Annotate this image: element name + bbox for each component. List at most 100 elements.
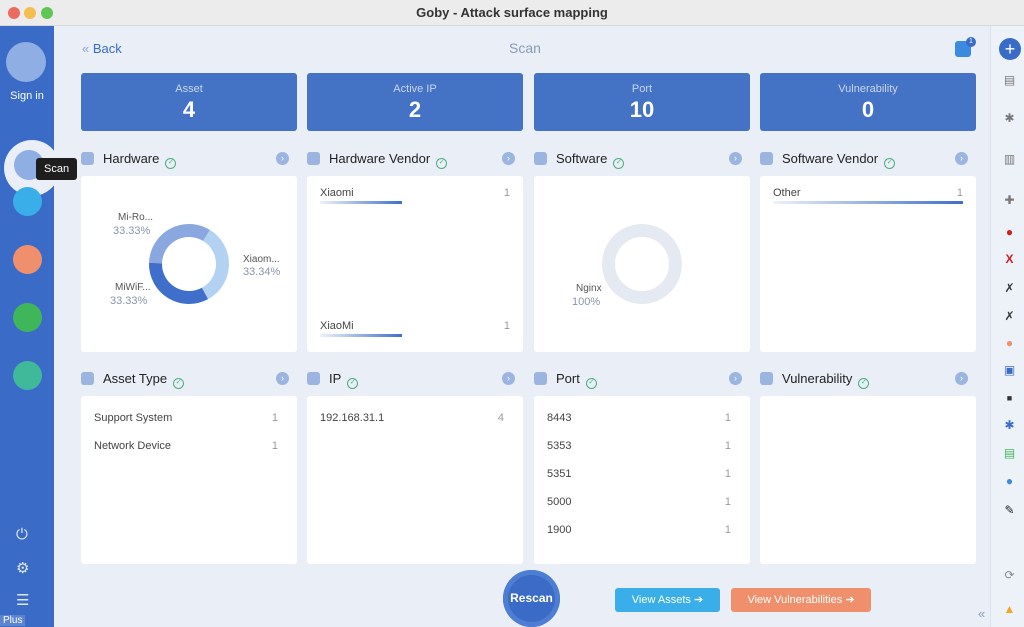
- slice-label: Nginx: [576, 283, 602, 294]
- stat-card-vulnerability[interactable]: Vulnerability 0: [760, 73, 976, 131]
- list-item[interactable]: 8443 1: [547, 412, 731, 424]
- view-assets-button[interactable]: View Assets ➔: [615, 588, 720, 612]
- toolbox-icon[interactable]: ▤: [1003, 73, 1016, 87]
- chevron-right-icon[interactable]: ›: [276, 372, 289, 385]
- list-item[interactable]: 5000 1: [547, 496, 731, 508]
- chevron-right-icon[interactable]: ›: [955, 152, 968, 165]
- chevron-right-icon[interactable]: ›: [729, 372, 742, 385]
- pen-icon[interactable]: ✎: [1004, 503, 1015, 517]
- arrow-right-circle-icon: ➔: [845, 594, 855, 606]
- section-ip: IP ✓ ›: [307, 369, 523, 389]
- check-icon: ✓: [165, 158, 177, 169]
- sidebar-item-reports[interactable]: [13, 303, 42, 332]
- check-icon: ✓: [613, 158, 625, 169]
- extension-bug-icon[interactable]: ✱: [1004, 418, 1015, 432]
- list-item[interactable]: 5351 1: [547, 468, 731, 480]
- software-vendor-panel: Other 1: [760, 176, 976, 352]
- slice-label: Mi-Ro...: [118, 212, 153, 223]
- count-bar: [773, 201, 963, 204]
- check-icon: ✓: [436, 158, 448, 169]
- extension-orange-icon[interactable]: ●: [1005, 336, 1014, 350]
- stat-card-asset[interactable]: Asset 4: [81, 73, 297, 131]
- extension-x-icon[interactable]: X: [1005, 252, 1014, 266]
- extension-tool-icon[interactable]: ✗: [1004, 281, 1015, 295]
- bug-icon: [760, 372, 773, 385]
- sidebar-item-assets[interactable]: [13, 187, 42, 216]
- slice-pct: 33.34%: [243, 266, 281, 278]
- slice-pct: 33.33%: [110, 295, 148, 307]
- settings-gear-icon[interactable]: ⚙: [16, 560, 30, 577]
- close-window-button[interactable]: [8, 7, 20, 19]
- stat-card-port[interactable]: Port 10: [534, 73, 750, 131]
- check-icon: ✓: [884, 158, 896, 169]
- right-toolbar: + ▤ ✱ ▥ ✚ ● X ✗ ✗ ● ▣ ■ ✱ ▤ ● ✎ ⟳ ▲: [990, 26, 1024, 627]
- software-window-icon: [534, 152, 547, 165]
- list-item[interactable]: XiaoMi 1: [320, 320, 510, 337]
- sidebar-item-extensions[interactable]: [13, 361, 42, 390]
- list-item[interactable]: Network Device 1: [94, 440, 278, 452]
- extension-sheet-icon[interactable]: ▤: [1003, 446, 1016, 460]
- section-software: Software ✓ ›: [534, 149, 750, 169]
- window-title: Goby - Attack surface mapping: [416, 5, 608, 20]
- chevron-right-icon[interactable]: ›: [955, 372, 968, 385]
- sidebar-item-vulnerabilities[interactable]: [13, 245, 42, 274]
- list-item[interactable]: Support System 1: [94, 412, 278, 424]
- extension-shield-icon[interactable]: ●: [1005, 474, 1014, 488]
- pie-icon: [81, 372, 94, 385]
- list-item[interactable]: Other 1: [773, 187, 963, 204]
- list-item[interactable]: Xiaomi 1: [320, 187, 510, 204]
- user-avatar-icon[interactable]: [6, 42, 46, 82]
- software-donut: [602, 224, 682, 304]
- asset-type-panel: Support System 1 Network Device 1: [81, 396, 297, 564]
- section-hardware: Hardware ✓ ›: [81, 149, 297, 169]
- section-software-vendor: Software Vendor ✓ ›: [760, 149, 976, 169]
- chevron-right-icon[interactable]: ›: [276, 152, 289, 165]
- hardware-panel: Mi-Ro... 33.33% Xiaom... 33.34% MiWiF...…: [81, 176, 297, 352]
- port-icon: [534, 372, 547, 385]
- section-hardware-vendor: Hardware Vendor ✓ ›: [307, 149, 523, 169]
- extension-red-icon[interactable]: ●: [1005, 225, 1014, 239]
- view-vulnerabilities-button[interactable]: View Vulnerabilities ➔: [731, 588, 871, 612]
- donut-slice-nginx[interactable]: [602, 224, 682, 304]
- rescan-button[interactable]: Rescan: [503, 570, 560, 627]
- list-item[interactable]: 5353 1: [547, 440, 731, 452]
- power-icon[interactable]: ⏻: [16, 526, 28, 543]
- sign-in-link[interactable]: Sign in: [10, 90, 44, 102]
- slice-pct: 100%: [572, 296, 601, 308]
- extension-tool2-icon[interactable]: ✗: [1004, 309, 1015, 323]
- list-item[interactable]: 192.168.31.1 4: [320, 412, 504, 424]
- menu-icon[interactable]: ☰: [16, 592, 30, 609]
- chevron-right-icon[interactable]: ›: [502, 152, 515, 165]
- list-item[interactable]: 1900 1: [547, 524, 731, 536]
- donut-slice-mi-router[interactable]: [201, 229, 230, 300]
- donut-slice-xiaomi[interactable]: [149, 262, 209, 304]
- extension-terminal-icon[interactable]: ■: [1006, 393, 1013, 403]
- sidebar: Sign in ⏻ ⚙ ☰ Plus: [0, 26, 60, 627]
- maximize-window-button[interactable]: [41, 7, 53, 19]
- slice-label: Xiaom...: [243, 254, 280, 265]
- collapse-panel-icon[interactable]: «: [978, 606, 986, 621]
- warning-icon[interactable]: ▲: [1003, 602, 1016, 616]
- plus-label: Plus: [0, 615, 26, 626]
- minimize-window-button[interactable]: [24, 7, 36, 19]
- count-bar: [320, 334, 402, 337]
- chevron-right-icon[interactable]: ›: [502, 372, 515, 385]
- back-button[interactable]: « Back: [82, 41, 122, 56]
- section-asset-type: Asset Type ✓ ›: [81, 369, 297, 389]
- bug-plugin-icon[interactable]: ✱: [1004, 111, 1015, 125]
- puzzle-icon[interactable]: ✚: [1004, 193, 1015, 207]
- extension-doc-icon[interactable]: ▣: [1003, 363, 1016, 377]
- port-panel: 8443 1 5353 1 5351 1 5000 1 1900 1: [534, 396, 750, 564]
- bar-chart-icon[interactable]: ▥: [1003, 152, 1016, 166]
- chevron-right-icon[interactable]: ›: [729, 152, 742, 165]
- section-port: Port ✓ ›: [534, 369, 750, 389]
- check-icon: ✓: [858, 378, 870, 389]
- arrow-right-circle-icon: ➔: [693, 594, 704, 606]
- check-icon: ✓: [173, 378, 185, 389]
- stat-card-active-ip[interactable]: Active IP 2: [307, 73, 523, 131]
- add-icon[interactable]: +: [999, 38, 1021, 60]
- donut-slice-miwifi[interactable]: [149, 224, 210, 264]
- check-icon: ✓: [585, 378, 597, 389]
- refresh-icon[interactable]: ⟳: [1004, 568, 1015, 582]
- hardware-vendor-panel: Xiaomi 1 XiaoMi 1: [307, 176, 523, 352]
